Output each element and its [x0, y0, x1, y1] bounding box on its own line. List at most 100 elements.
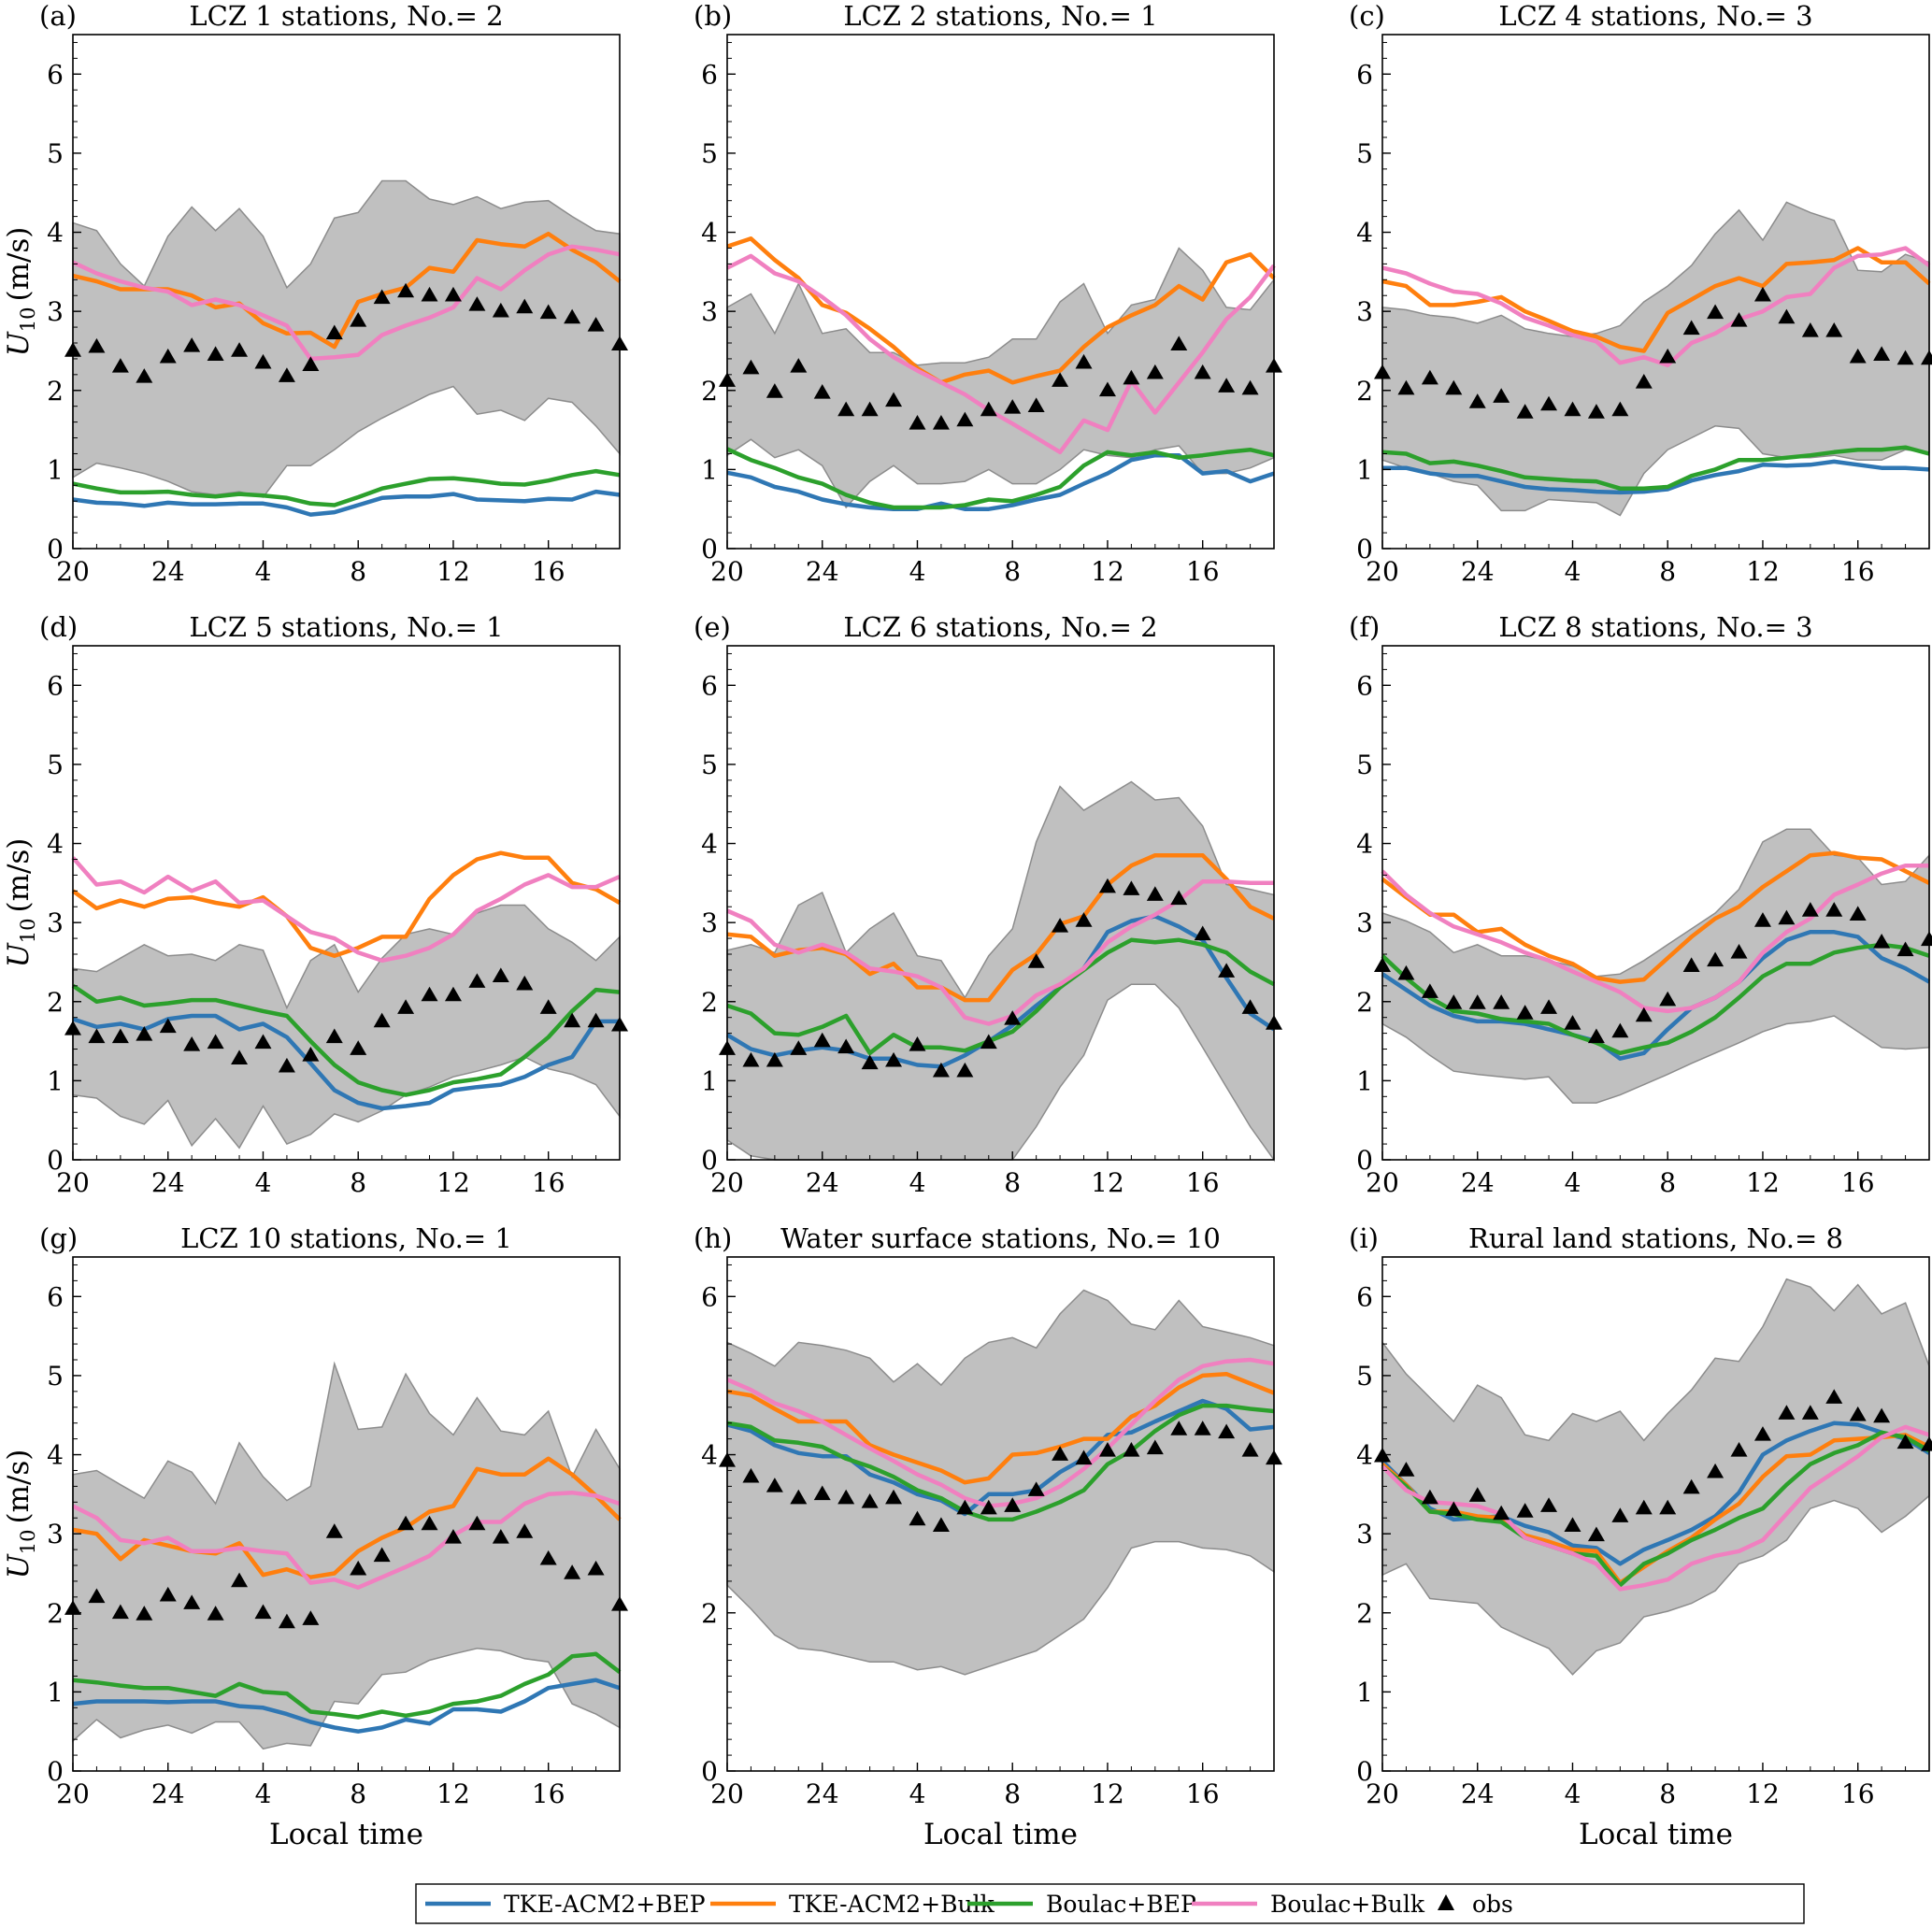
- obs-marker: [1635, 1499, 1653, 1515]
- y-axis-label: U10(m/s): [2, 227, 39, 357]
- obs-marker: [1241, 1442, 1259, 1457]
- obs-marker: [1707, 304, 1724, 320]
- x-tick-label: 4: [909, 556, 926, 587]
- obs-marker: [1587, 1028, 1605, 1044]
- y-tick-label: 5: [1356, 750, 1373, 780]
- obs-marker: [1896, 1434, 1914, 1450]
- spread-band: [726, 780, 1275, 1163]
- y-tick-label: 6: [701, 59, 718, 90]
- legend-label: Boulac+BEP: [1046, 1891, 1196, 1918]
- obs-marker: [1218, 963, 1236, 978]
- x-tick-label: 16: [1841, 1778, 1875, 1809]
- y-tick-label: 4: [1356, 218, 1373, 249]
- y-tick-label: 6: [1356, 59, 1373, 90]
- obs-marker: [1873, 1407, 1891, 1423]
- obs-marker: [444, 286, 462, 302]
- obs-marker: [1635, 374, 1653, 389]
- plot-frame: [1381, 34, 1930, 550]
- plot-frame: [726, 645, 1275, 1161]
- panel-title: LCZ 6 stations, No.= 2: [843, 611, 1157, 643]
- obs-marker: [1564, 401, 1581, 417]
- obs-marker: [1027, 1481, 1045, 1496]
- legend-item-boulac-bulk: Boulac+Bulk: [1192, 1891, 1425, 1918]
- obs-marker: [1194, 1421, 1211, 1435]
- series-line-boulac-bep: [1381, 445, 1930, 491]
- y-tick-label: 2: [47, 1598, 64, 1629]
- obs-marker: [1730, 944, 1748, 959]
- series-line-tke-acm2-bulk: [726, 236, 1276, 385]
- y-tick-label: 1: [701, 1065, 718, 1096]
- y-tick-label: 3: [701, 907, 718, 938]
- y-tick-label: 1: [701, 454, 718, 485]
- y-tick-label: 0: [47, 534, 64, 564]
- y-tick-label: 0: [1356, 1756, 1373, 1787]
- obs-marker: [1397, 379, 1415, 395]
- obs-marker: [539, 304, 557, 320]
- obs-marker: [766, 383, 783, 398]
- legend-item-tke-acm2-bulk: TKE-ACM2+Bulk: [710, 1891, 995, 1918]
- obs-marker: [231, 342, 249, 357]
- obs-marker: [1682, 320, 1700, 336]
- obs-marker: [325, 1028, 343, 1044]
- x-tick-label: 20: [56, 556, 90, 587]
- obs-marker: [564, 308, 581, 324]
- panel-label: (i): [1349, 1222, 1379, 1254]
- series-line-tke-acm2-bep: [1382, 459, 1930, 495]
- x-tick-label: 12: [1091, 1167, 1124, 1198]
- obs-marker: [1098, 1442, 1116, 1457]
- series-line-boulac-bep: [72, 468, 621, 507]
- obs-marker: [885, 1489, 903, 1505]
- legend-label: TKE-ACM2+Bulk: [789, 1891, 995, 1918]
- panel-label: (h): [694, 1222, 732, 1254]
- y-tick-label: 4: [47, 829, 64, 860]
- obs-marker: [1587, 404, 1605, 419]
- obs-marker: [1540, 999, 1558, 1014]
- x-tick-label: 8: [1004, 556, 1021, 587]
- x-tick-label: 20: [1366, 1778, 1399, 1809]
- obs-marker: [1170, 336, 1188, 350]
- obs-marker: [1004, 1010, 1022, 1025]
- obs-marker: [837, 401, 855, 417]
- obs-marker: [207, 1606, 224, 1621]
- panel-title: LCZ 5 stations, No.= 1: [189, 611, 503, 643]
- obs-marker: [742, 1051, 760, 1067]
- obs-marker: [373, 289, 391, 305]
- panel-title: LCZ 1 stations, No.= 2: [189, 0, 503, 32]
- obs-marker: [539, 999, 557, 1014]
- x-tick-label: 24: [1461, 556, 1495, 587]
- obs-marker: [1849, 348, 1867, 364]
- obs-marker: [1421, 1489, 1438, 1505]
- x-tick-label: 24: [806, 1167, 839, 1198]
- obs-marker: [861, 401, 879, 417]
- y-tick-label: 2: [1356, 1598, 1373, 1629]
- obs-marker: [1493, 1505, 1510, 1521]
- obs-marker: [1516, 1503, 1534, 1518]
- x-tick-label: 16: [532, 556, 565, 587]
- obs-marker: [1027, 397, 1045, 412]
- obs-marker: [1587, 1526, 1605, 1542]
- obs-marker: [302, 1610, 320, 1625]
- obs-marker: [1123, 1442, 1140, 1457]
- x-tick-label: 12: [1746, 556, 1780, 587]
- obs-marker: [980, 401, 997, 417]
- obs-marker: [813, 384, 831, 399]
- obs-marker: [516, 1523, 534, 1538]
- y-tick-label: 3: [47, 1519, 64, 1550]
- obs-marker: [1170, 890, 1188, 906]
- obs-marker: [1421, 369, 1438, 385]
- series-line-boulac-bulk: [71, 856, 621, 964]
- obs-marker: [1778, 308, 1796, 324]
- obs-marker: [136, 1026, 153, 1041]
- panel-title: Water surface stations, No.= 10: [780, 1222, 1221, 1254]
- plot-frame: [72, 1256, 621, 1772]
- obs-marker: [1123, 880, 1140, 895]
- x-tick-label: 20: [710, 1778, 744, 1809]
- obs-marker: [1052, 1446, 1069, 1461]
- obs-marker: [1753, 912, 1771, 927]
- x-tick-label: 20: [1366, 556, 1399, 587]
